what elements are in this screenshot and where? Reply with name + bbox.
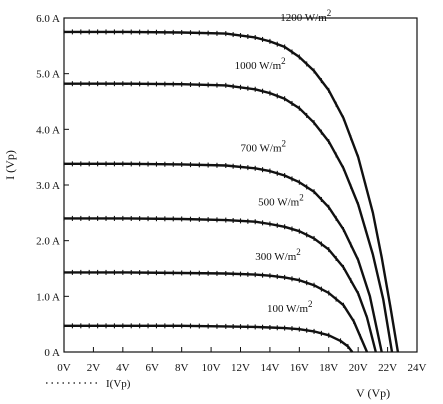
curve-label: 300 W/m2 [255, 247, 301, 263]
curve-label: 1000 W/m2 [235, 56, 286, 72]
curve-line [64, 162, 383, 353]
y-tick-label: 5.0 A [36, 69, 60, 81]
curve-label: 700 W/m2 [241, 139, 287, 155]
curve-label: 500 W/m2 [258, 193, 304, 209]
x-tick-label: 16V [290, 362, 309, 374]
curve-labels: 1200 W/m2 1000 W/m2 700 W/m2 500 W/m2 300 W/… [235, 8, 332, 315]
x-tick-label: 0V [57, 362, 71, 374]
y-axis-label: I (Vp) [3, 150, 17, 180]
x-tick-label: 22V [378, 362, 397, 374]
curve-label: 100 W/m2 [267, 299, 313, 315]
curve-line [64, 271, 369, 353]
curve-line [64, 324, 354, 353]
x-tick-label: 24V [408, 362, 427, 374]
y-tick-label: 0 A [44, 347, 60, 359]
curve-line [64, 30, 400, 353]
x-tick-label: 2V [87, 362, 101, 374]
y-tick-label: 3.0 A [36, 180, 60, 192]
curve-line [64, 217, 377, 353]
curves [63, 29, 400, 353]
y-axis-ticks: 0 A 1.0 A 2.0 A 3.0 A 4.0 A 5.0 A 6.0 A [36, 13, 69, 359]
x-tick-label: 18V [319, 362, 338, 374]
x-tick-label: 20V [349, 362, 368, 374]
x-tick-label: 8V [175, 362, 189, 374]
legend: I(Vp) [46, 378, 131, 390]
y-tick-label: 1.0 A [36, 291, 60, 303]
legend-label: I(Vp) [106, 378, 131, 390]
x-axis-ticks: 0V 2V 4V 6V 8V 10V 12V 14V 16V 18V 20V 22V 24V [57, 347, 427, 374]
y-tick-label: 4.0 A [36, 124, 60, 136]
x-tick-label: 14V [260, 362, 279, 374]
x-tick-label: 12V [231, 362, 250, 374]
y-tick-label: 2.0 A [36, 236, 60, 248]
y-tick-label: 6.0 A [36, 13, 60, 25]
curve-label: 1200 W/m2 [280, 8, 331, 24]
x-tick-label: 10V [202, 362, 221, 374]
x-tick-label: 4V [116, 362, 130, 374]
x-tick-label: 6V [146, 362, 160, 374]
x-axis-label: V (Vp) [356, 386, 390, 400]
